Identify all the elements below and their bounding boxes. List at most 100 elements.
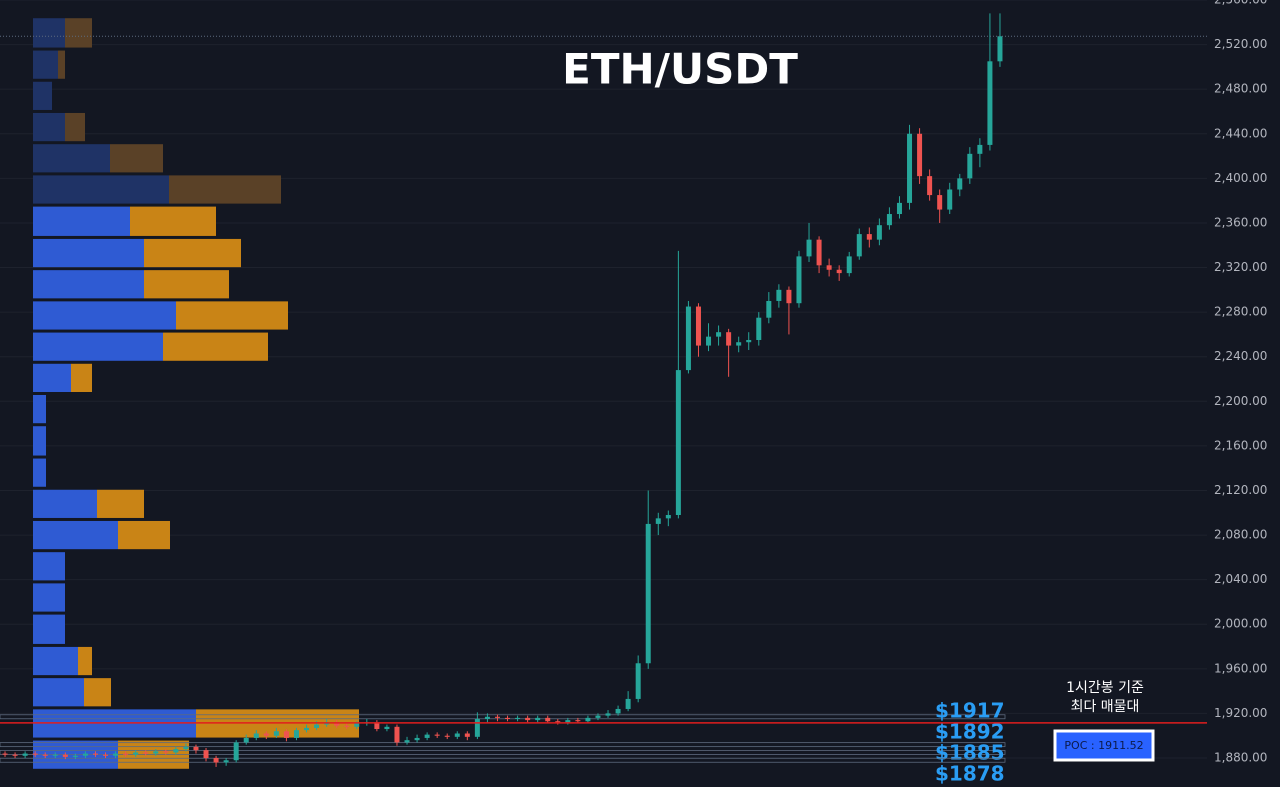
candles (2, 13, 1003, 767)
candle-body (655, 518, 661, 524)
candle-body (454, 733, 460, 737)
y-tick-label: 2,040.00 (1214, 572, 1267, 586)
y-tick-label: 2,360.00 (1214, 215, 1267, 229)
candle-body (62, 754, 68, 757)
candle-body (143, 752, 149, 754)
candle-body (133, 752, 139, 755)
candle-body (163, 751, 169, 753)
level-label: $1878 (935, 761, 1005, 785)
candle-body (565, 720, 571, 723)
candle-body (736, 342, 742, 346)
profile-sell-bar (163, 332, 268, 361)
candle-body (444, 735, 450, 737)
profile-sell-bar (130, 206, 216, 236)
candle-body (896, 202, 902, 215)
profile-buy-bar (33, 18, 65, 48)
candle-body (786, 289, 792, 304)
candle-body (92, 753, 98, 755)
candle-body (726, 332, 732, 346)
candle-body (967, 153, 973, 179)
profile-buy-bar (33, 206, 130, 236)
candle-body (695, 306, 701, 346)
candle-body (836, 269, 842, 274)
profile-buy-bar (33, 50, 58, 79)
candle-body (243, 737, 249, 743)
poc-label: POC : 1911.52 (1064, 739, 1143, 752)
y-tick-label: 2,520.00 (1214, 37, 1267, 51)
candle-body (414, 737, 420, 741)
y-tick-label: 1,880.00 (1214, 751, 1267, 765)
candle-body (615, 708, 621, 714)
candle-body (304, 727, 310, 731)
candle-body (52, 754, 58, 756)
y-tick-label: 2,080.00 (1214, 528, 1267, 542)
candle-body (575, 720, 581, 722)
y-tick-label: 2,480.00 (1214, 82, 1267, 96)
poc-box (1053, 729, 1155, 762)
candle-body (816, 239, 822, 266)
price-axis: 1,880.00 1,920.00 1,960.00 2,000.00 2,040.00… (1207, 0, 1280, 787)
candle-body (22, 753, 28, 756)
y-tick-label: 2,240.00 (1214, 349, 1267, 363)
profile-buy-bar (33, 646, 78, 676)
profile-buy-bar (33, 458, 46, 487)
y-tick-label: 1,960.00 (1214, 661, 1267, 675)
candle-body (253, 733, 259, 738)
y-tick-label: 2,320.00 (1214, 260, 1267, 274)
y-tick-label: 2,160.00 (1214, 438, 1267, 452)
profile-sell-bar (58, 50, 65, 79)
y-tick-label: 1,920.00 (1214, 706, 1267, 720)
annotation: 1시간봉 기준 (1066, 680, 1144, 696)
profile-buy-bar (33, 332, 163, 361)
level-label: $1917 (935, 698, 1005, 722)
level-box (0, 750, 1006, 755)
candle-body (72, 755, 78, 757)
candle-body (2, 753, 8, 755)
profile-buy-bar (33, 614, 65, 644)
chart-title: ETH/USDT (562, 45, 798, 94)
profile-buy-bar (33, 426, 46, 456)
candle-body (535, 717, 541, 721)
candle-body (876, 225, 882, 240)
candle-body (907, 133, 913, 203)
candle-body (354, 723, 360, 727)
y-tick-label: 2,280.00 (1214, 305, 1267, 319)
candle-body (937, 195, 943, 210)
levels: $1917$1892$1885$1878 (0, 698, 1006, 785)
candle-body (394, 726, 400, 743)
profile-buy-bar (33, 489, 97, 518)
candle-body (776, 289, 782, 301)
candle-body (856, 234, 862, 257)
profile-sell-bar (71, 363, 92, 392)
candle-body (746, 339, 752, 343)
profile-sell-bar (144, 238, 241, 268)
candle-body (675, 370, 681, 516)
level-box (0, 742, 1006, 748)
candle-body (806, 239, 812, 257)
candle-body (464, 733, 470, 737)
profile-buy-bar (33, 175, 169, 204)
candle-body (173, 749, 179, 753)
profile-sell-bar (84, 678, 111, 707)
candle-body (384, 726, 390, 730)
candle-body (665, 515, 671, 519)
profile-sell-bar (65, 112, 85, 142)
candle-body (927, 176, 933, 196)
candle-body (283, 731, 289, 738)
candle-body (826, 265, 832, 270)
volume-profile (33, 18, 359, 769)
candle-body (223, 760, 229, 763)
candle-body (153, 751, 159, 754)
profile-buy-bar (33, 81, 52, 110)
candle-body (947, 189, 953, 210)
candle-body (82, 753, 88, 756)
profile-sell-bar (110, 144, 163, 173)
profile-buy-bar (33, 112, 65, 142)
candle-body (505, 717, 511, 720)
profile-buy-bar (33, 144, 110, 173)
candle-body (273, 731, 279, 736)
candle-body (605, 713, 611, 716)
y-tick-label: 2,560.00 (1214, 0, 1267, 7)
profile-buy-bar (33, 363, 71, 392)
